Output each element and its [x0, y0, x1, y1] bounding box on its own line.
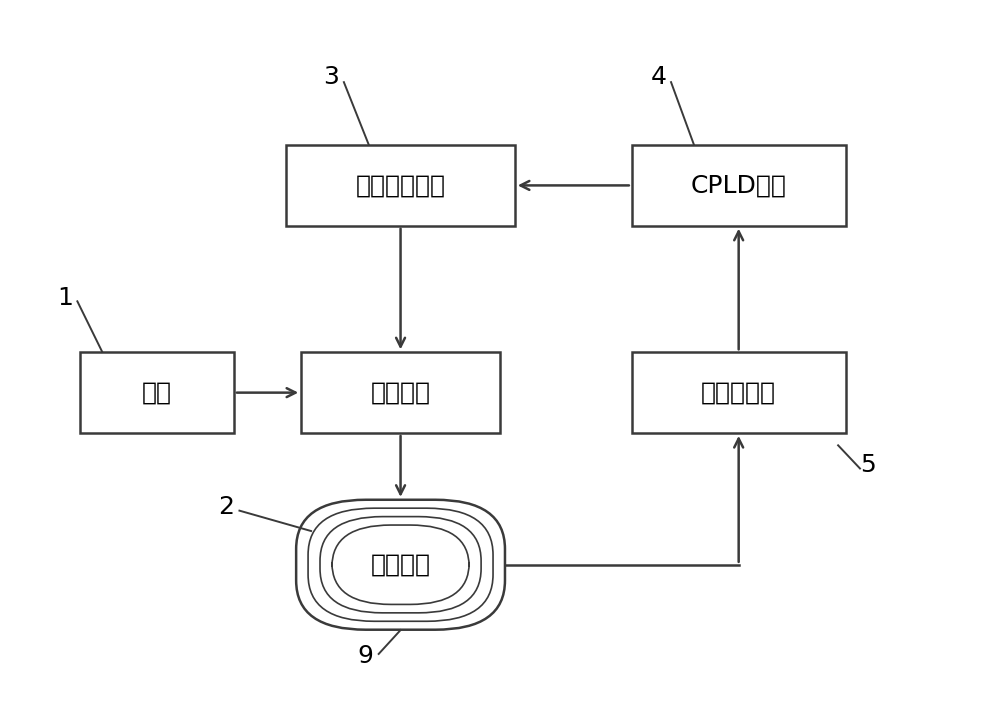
Text: 发射线圈: 发射线圈	[371, 553, 431, 577]
Text: CPLD模块: CPLD模块	[691, 173, 787, 198]
Text: 3: 3	[323, 64, 339, 88]
Text: 1: 1	[57, 286, 73, 310]
FancyBboxPatch shape	[80, 353, 234, 433]
FancyBboxPatch shape	[296, 500, 505, 629]
Text: 发射桥路: 发射桥路	[371, 381, 431, 405]
FancyBboxPatch shape	[286, 145, 515, 226]
FancyBboxPatch shape	[632, 145, 846, 226]
Text: 2: 2	[219, 495, 235, 519]
Text: 9: 9	[358, 644, 374, 668]
FancyBboxPatch shape	[632, 353, 846, 433]
Text: 滞环反馈电路: 滞环反馈电路	[356, 173, 446, 198]
Text: 4: 4	[651, 64, 667, 88]
FancyBboxPatch shape	[301, 353, 500, 433]
Text: 5: 5	[860, 453, 876, 477]
Text: 电源: 电源	[142, 381, 172, 405]
Text: 电流传感器: 电流传感器	[701, 381, 776, 405]
